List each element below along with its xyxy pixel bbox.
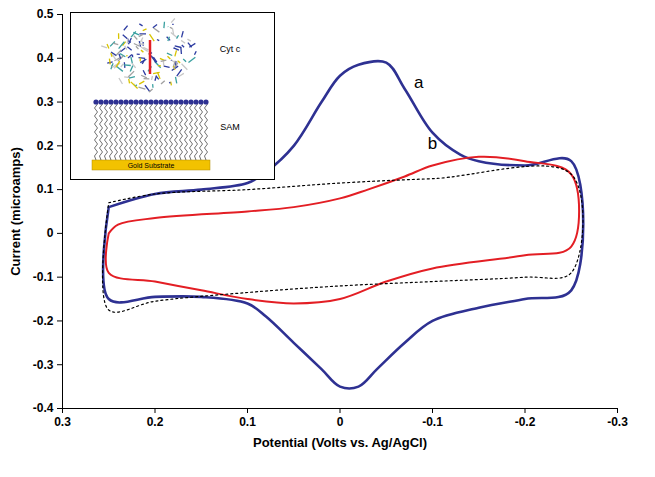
- svg-text:0.3: 0.3: [37, 95, 54, 109]
- svg-text:0.1: 0.1: [239, 415, 256, 429]
- svg-text:-0.1: -0.1: [422, 415, 443, 429]
- svg-text:0: 0: [337, 415, 344, 429]
- svg-text:b: b: [428, 134, 437, 153]
- svg-text:0.5: 0.5: [37, 7, 54, 21]
- svg-text:SAM: SAM: [220, 122, 240, 132]
- svg-text:0.2: 0.2: [37, 139, 54, 153]
- svg-text:-0.3: -0.3: [33, 358, 54, 372]
- svg-text:Gold Substrate: Gold Substrate: [128, 162, 175, 169]
- svg-text:-0.3: -0.3: [607, 415, 628, 429]
- svg-text:0.1: 0.1: [37, 182, 54, 196]
- svg-text:Current (microamps): Current (microamps): [8, 147, 23, 276]
- svg-text:0.2: 0.2: [147, 415, 164, 429]
- svg-text:a: a: [414, 73, 424, 92]
- svg-text:Potential (Volts vs. Ag/AgCl): Potential (Volts vs. Ag/AgCl): [253, 435, 427, 450]
- svg-text:-0.2: -0.2: [33, 314, 54, 328]
- svg-text:-0.2: -0.2: [515, 415, 536, 429]
- svg-text:-0.1: -0.1: [33, 270, 54, 284]
- svg-text:0.3: 0.3: [54, 415, 71, 429]
- svg-text:0: 0: [47, 226, 54, 240]
- svg-text:-0.4: -0.4: [33, 401, 54, 415]
- svg-text:Cyt c: Cyt c: [220, 44, 241, 54]
- svg-text:0.4: 0.4: [37, 51, 54, 65]
